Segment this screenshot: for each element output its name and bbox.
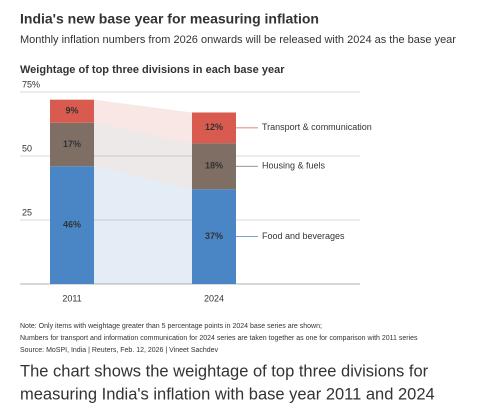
series-label: Housing & fuels [262,161,326,171]
caption: measuring India's inflation with base ye… [20,385,435,403]
y-tick-label: 75% [22,79,40,89]
series-label: Food and beverages [262,231,345,241]
y-tick-label: 25 [22,207,32,217]
bar-segment [50,99,94,123]
chart-title: India's new base year for measuring infl… [20,11,319,27]
value-label: 46% [63,219,81,229]
x-tick-label: 2024 [204,293,224,303]
y-tick-label: 50 [22,143,32,153]
bar-segment [192,143,236,190]
bar-segment [192,189,236,284]
series-label: Transport & communication [262,122,372,132]
value-label: 12% [205,122,223,132]
x-tick-label: 2011 [62,293,81,303]
value-label: 9% [65,106,78,116]
note: Note: Only items with weightage greater … [20,323,322,330]
value-label: 18% [205,161,223,171]
connector-band [94,166,192,284]
caption: The chart shows the weightage of top thr… [20,362,429,380]
chart-subtitle: Monthly inflation numbers from 2026 onwa… [20,34,456,46]
connector-band [94,99,192,144]
bar-segment [50,166,94,284]
value-label: 17% [63,139,81,149]
source: Source: MoSPI, India | Reuters, Feb. 12,… [20,347,219,354]
panel-title: Weightage of top three divisions in each… [20,64,285,76]
note: Numbers for transport and information co… [20,335,418,342]
value-label: 37% [205,231,223,241]
bar-segment [192,112,236,144]
bar-segment [50,122,94,167]
connector-band [94,122,192,190]
